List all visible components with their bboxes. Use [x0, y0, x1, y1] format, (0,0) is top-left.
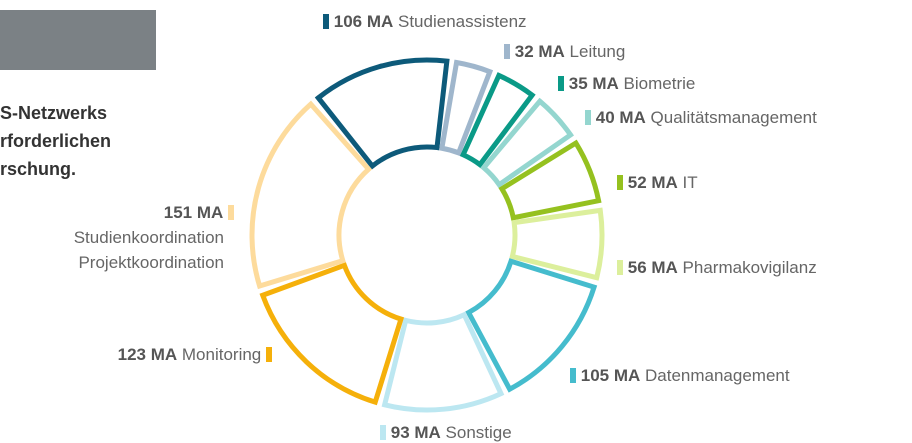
value-label: 123 MA [117, 345, 178, 364]
data-label: 56 MA Pharmakovigilanz [617, 258, 817, 278]
donut-segment [498, 139, 602, 221]
header-block [0, 10, 156, 70]
donut-segment [509, 207, 605, 281]
value-label: 106 MA [333, 12, 394, 31]
category-label: Qualitätsmanagement [650, 108, 817, 127]
legend-swatch [228, 205, 234, 220]
legend-swatch [380, 425, 386, 440]
category-label: Leitung [569, 42, 626, 61]
legend-swatch [585, 110, 591, 125]
category-label: IT [682, 173, 698, 192]
legend-swatch [504, 44, 510, 59]
data-label: 151 MA Studienkoordination Projektkoordi… [74, 203, 234, 275]
data-label: 93 MA Sonstige [380, 423, 512, 443]
value-label: 93 MA [390, 423, 441, 442]
donut-segment [465, 258, 598, 393]
data-label: 105 MA Datenmanagement [570, 366, 790, 386]
category-label: Pharmakovigilanz [682, 258, 817, 277]
value-label: 151 MA [163, 203, 224, 222]
donut-segment [459, 72, 536, 169]
data-label: 40 MA Qualitätsmanagement [585, 108, 817, 128]
category-label: Sonstige [445, 423, 512, 442]
data-label: 35 MA Biometrie [558, 74, 695, 94]
category-label: Datenmanagement [645, 366, 790, 385]
value-label: 105 MA [580, 366, 641, 385]
legend-swatch [617, 260, 623, 275]
donut-hole [347, 155, 507, 315]
data-label: 106 MA Studienassistenz [323, 12, 527, 32]
value-label: 40 MA [595, 108, 646, 127]
data-label: 32 MA Leitung [504, 42, 625, 62]
value-label: 32 MA [514, 42, 565, 61]
legend-swatch [266, 347, 272, 362]
donut-segment [480, 97, 575, 189]
intro-line: S-Netzwerks [0, 103, 108, 123]
donut-segment [259, 262, 405, 406]
data-label: 52 MA IT [617, 173, 698, 193]
category-label: Studienassistenz [398, 12, 527, 31]
value-label: 35 MA [568, 74, 619, 93]
donut-segment [314, 57, 450, 170]
donut-segment [381, 311, 505, 413]
data-label: 123 MA Monitoring [118, 345, 272, 365]
intro-line: rschung. [0, 159, 77, 179]
intro-line: rforderlichen [0, 131, 112, 151]
category-label: Biometrie [623, 74, 696, 93]
category-label: Monitoring [181, 345, 262, 364]
category-label: Studienkoordination Projektkoordination [73, 228, 224, 272]
value-label: 56 MA [627, 258, 678, 277]
donut-segment [249, 100, 373, 290]
legend-swatch [558, 76, 564, 91]
value-row: 151 MA [74, 203, 234, 223]
donut-segment [438, 59, 494, 157]
legend-swatch [323, 14, 329, 29]
legend-swatch [570, 368, 576, 383]
legend-swatch [617, 175, 623, 190]
value-label: 52 MA [627, 173, 678, 192]
